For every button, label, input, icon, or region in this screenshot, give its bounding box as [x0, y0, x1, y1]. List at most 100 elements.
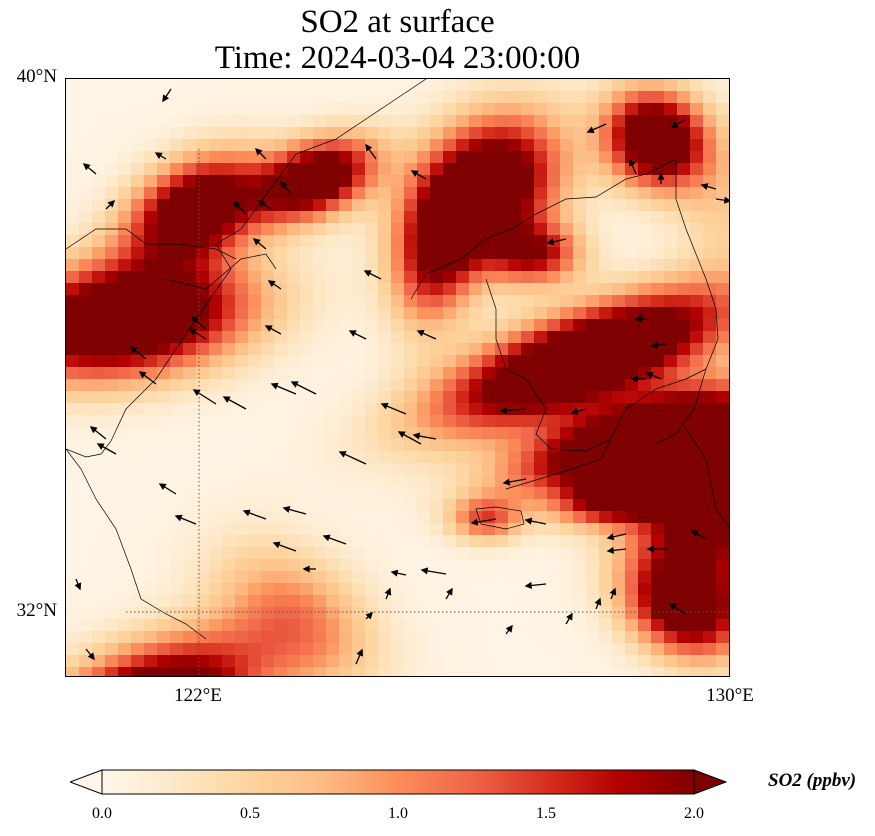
so2-cell: [417, 139, 431, 152]
wind-arrow-head: [282, 506, 291, 513]
so2-cell: [339, 607, 353, 620]
so2-cell: [235, 91, 249, 104]
so2-cell: [352, 655, 366, 668]
so2-concentration-cells: [66, 79, 730, 676]
so2-cell: [170, 643, 184, 656]
so2-cell: [339, 547, 353, 560]
so2-cell: [118, 127, 132, 140]
so2-cell: [365, 631, 379, 644]
so2-cell: [443, 343, 457, 356]
so2-cell: [690, 391, 704, 404]
so2-cell: [469, 211, 483, 224]
so2-cell: [521, 559, 535, 572]
so2-cell: [391, 91, 405, 104]
so2-cell: [183, 343, 197, 356]
so2-cell: [651, 79, 665, 92]
so2-cell: [274, 127, 288, 140]
so2-cell: [599, 403, 613, 416]
so2-cell: [92, 91, 106, 104]
so2-cell: [521, 295, 535, 308]
so2-cell: [729, 115, 730, 128]
so2-cell: [521, 367, 535, 380]
wind-arrow-head: [668, 603, 677, 611]
so2-cell: [599, 319, 613, 332]
so2-cell: [209, 391, 223, 404]
so2-cell: [287, 103, 301, 116]
so2-cell: [235, 247, 249, 260]
so2-cell: [300, 367, 314, 380]
so2-cell: [703, 115, 717, 128]
so2-cell: [521, 223, 535, 236]
so2-cell: [573, 511, 587, 524]
so2-cell: [352, 175, 366, 188]
so2-cell: [105, 319, 119, 332]
so2-cell: [300, 175, 314, 188]
so2-cell: [547, 559, 561, 572]
so2-cell: [118, 643, 132, 656]
so2-cell: [638, 259, 652, 272]
so2-cell: [235, 631, 249, 644]
so2-cell: [573, 619, 587, 632]
so2-cell: [586, 271, 600, 284]
so2-cell: [261, 559, 275, 572]
so2-cell: [612, 259, 626, 272]
so2-cell: [248, 667, 262, 676]
colorbar-gradient: [101, 769, 695, 795]
so2-cell: [170, 559, 184, 572]
so2-cell: [690, 619, 704, 632]
so2-field-map: [66, 79, 730, 676]
wind-arrow-head: [254, 147, 263, 156]
so2-cell: [157, 283, 171, 296]
so2-cell: [339, 427, 353, 440]
so2-cell: [547, 595, 561, 608]
so2-cell: [612, 535, 626, 548]
so2-cell: [157, 319, 171, 332]
so2-cell: [560, 523, 574, 536]
so2-cell: [482, 283, 496, 296]
so2-cell: [92, 271, 106, 284]
so2-cell: [391, 535, 405, 548]
so2-cell: [261, 463, 275, 476]
so2-cell: [625, 367, 639, 380]
so2-cell: [79, 475, 93, 488]
so2-cell: [703, 151, 717, 164]
so2-cell: [209, 571, 223, 584]
lon-label-130e: 130°E: [706, 685, 754, 706]
so2-cell: [79, 571, 93, 584]
so2-cell: [248, 139, 262, 152]
so2-cell: [378, 343, 392, 356]
so2-cell: [144, 367, 158, 380]
so2-cell: [560, 259, 574, 272]
so2-cell: [378, 559, 392, 572]
so2-cell: [170, 487, 184, 500]
so2-cell: [222, 499, 236, 512]
wind-arrow-head: [650, 341, 659, 349]
so2-cell: [482, 367, 496, 380]
so2-cell: [261, 583, 275, 596]
so2-cell: [196, 79, 210, 92]
so2-cell: [196, 667, 210, 676]
so2-cell: [456, 91, 470, 104]
so2-cell: [300, 343, 314, 356]
so2-cell: [118, 535, 132, 548]
so2-cell: [547, 79, 561, 92]
so2-cell: [352, 379, 366, 392]
so2-cell: [300, 163, 314, 176]
coastline: [475, 506, 525, 530]
so2-cell: [651, 163, 665, 176]
so2-cell: [625, 79, 639, 92]
so2-cell: [352, 271, 366, 284]
so2-cell: [326, 427, 340, 440]
so2-cell: [157, 427, 171, 440]
so2-cell: [326, 631, 340, 644]
so2-cell: [339, 91, 353, 104]
so2-cell: [456, 595, 470, 608]
so2-cell: [586, 631, 600, 644]
so2-cell: [586, 235, 600, 248]
so2-cell: [651, 619, 665, 632]
so2-cell: [573, 379, 587, 392]
so2-cell: [534, 643, 548, 656]
so2-cell: [508, 511, 522, 524]
so2-cell: [599, 499, 613, 512]
so2-cell: [378, 307, 392, 320]
